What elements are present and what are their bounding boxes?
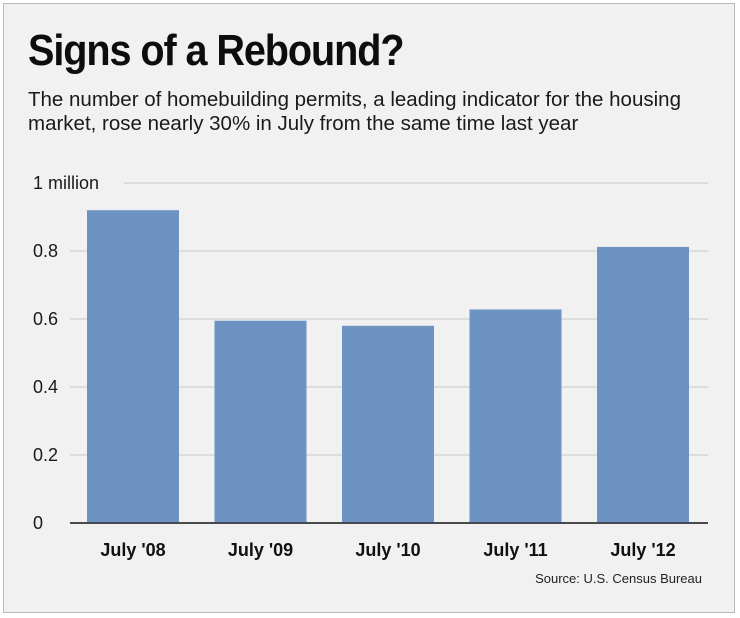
x-tick-label: July '12 — [610, 540, 675, 560]
x-tick-label: July '10 — [355, 540, 420, 560]
y-tick-label: 0.8 — [33, 241, 58, 261]
x-tick-label: July '08 — [100, 540, 165, 560]
y-tick-label: 0.2 — [33, 445, 58, 465]
y-tick-label: 0 — [33, 513, 43, 533]
bar — [597, 246, 689, 524]
source-note: Source: U.S. Census Bureau — [535, 571, 702, 586]
y-tick-label: 0.6 — [33, 309, 58, 329]
chart-subtitle: The number of homebuilding permits, a le… — [28, 88, 681, 135]
bar — [469, 309, 562, 523]
y-tick-label: 1 million — [33, 173, 99, 193]
bar — [214, 320, 307, 523]
x-tick-label: July '09 — [228, 540, 293, 560]
chart-title: Signs of a Rebound? — [28, 26, 405, 75]
x-tick-label: July '11 — [483, 540, 547, 560]
bar — [342, 325, 434, 523]
bar — [87, 210, 179, 523]
y-tick-label: 0.4 — [33, 377, 58, 397]
